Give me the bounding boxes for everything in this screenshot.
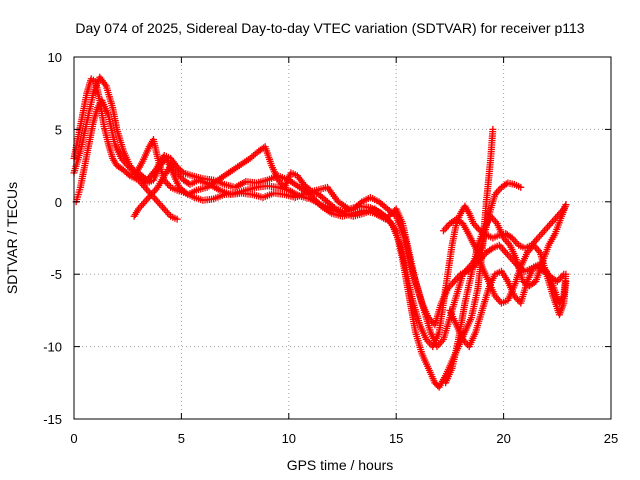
data-point [562,270,570,278]
plot-frame [73,56,612,420]
y-tick-label: 0 [55,195,62,210]
data-point [562,201,570,209]
data-point [308,192,316,200]
data-point [562,277,570,285]
x-tick-label: 15 [389,431,403,446]
data-point [312,197,320,205]
series-G [439,215,570,319]
data-point [306,191,314,199]
y-tick-label: 5 [55,122,62,137]
data-point [309,194,317,202]
series-H [442,201,570,387]
data-point [487,245,495,253]
x-tick-label: 0 [70,431,77,446]
x-tick-label: 5 [178,431,185,446]
data-point [517,183,525,191]
data-point [124,170,132,178]
data-series [70,73,570,391]
data-point [314,199,322,207]
y-tick-label: -5 [50,267,62,282]
y-tick-label: -10 [43,340,62,355]
data-point [552,276,560,284]
data-point [173,215,181,223]
y-tick-label: 10 [48,50,62,65]
data-point [311,196,319,204]
x-tick-label: 10 [282,431,296,446]
series-A [70,75,181,223]
axis-ticks: 0 5 10 15 20 25 10 5 0 -5 -10 -15 [43,50,618,446]
chart-title: Day 074 of 2025, Sidereal Day-to-day VTE… [75,20,584,36]
y-axis-label: SDTVAR / TECUs [4,182,20,294]
x-tick-label: 25 [604,431,618,446]
grid-lines [74,57,611,419]
data-point [489,125,497,133]
y-tick-label: -15 [43,412,62,427]
x-axis-label: GPS time / hours [287,457,394,473]
x-tick-label: 20 [496,431,510,446]
data-point [178,167,186,175]
